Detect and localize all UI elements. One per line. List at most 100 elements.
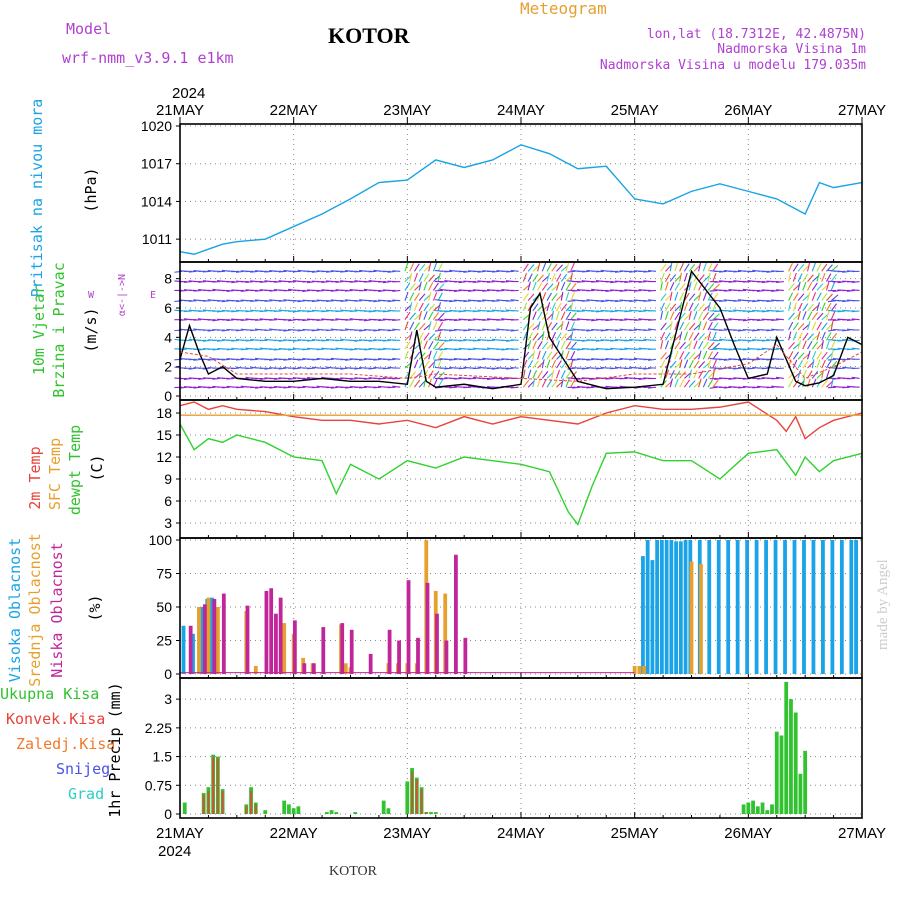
wind-arrow [807, 350, 811, 360]
wind-arrow [797, 340, 801, 350]
wind-arrow [816, 371, 824, 379]
bar-ukupna-kisa [282, 800, 287, 814]
wind-arrow [570, 321, 576, 331]
wind-arrow [321, 339, 330, 342]
wind-arrow [629, 270, 638, 273]
bar-srednja-oblacnost [253, 665, 258, 674]
wind-arrow [709, 319, 718, 321]
wind-arrow [560, 291, 564, 301]
bar-niska-oblacnost [269, 588, 274, 674]
wind-arrow [674, 370, 681, 379]
wind-arrow [221, 386, 230, 389]
wind-arrow [846, 319, 855, 322]
bar-ukupna-kisa [324, 812, 329, 814]
wind-arrow [712, 351, 719, 360]
wind-arrow [570, 341, 577, 350]
wind-arrow [586, 386, 595, 389]
bar-visoka-oblacnost [707, 540, 712, 674]
bar-konvek-kisa [249, 791, 253, 814]
wind-arrow [235, 358, 244, 361]
bar-visoka-oblacnost [773, 540, 778, 674]
wind-arrow [660, 310, 664, 320]
bottom-day-label: 23MAY [383, 825, 431, 842]
y-tick-label: 75 [156, 566, 172, 582]
wind-arrow [273, 377, 282, 380]
wind-arrow [565, 378, 570, 388]
wind-arrow [510, 358, 519, 361]
bar-niska-oblacnost [454, 554, 458, 674]
y-tick-label: 8 [164, 271, 172, 287]
bar-srednja-oblacnost [197, 607, 201, 674]
top-day-label: 23MAY [383, 102, 431, 119]
wind-arrow [851, 318, 860, 321]
top-day-label: 27MAY [838, 102, 886, 119]
wind-arrow [437, 342, 445, 350]
wind-arrow [679, 341, 686, 350]
wind-arrow [766, 300, 775, 303]
wind-arrow [428, 361, 436, 369]
wind-arrow [551, 322, 558, 331]
wind-arrow [693, 303, 700, 312]
wind-arrow [688, 380, 696, 388]
wind-arrow [647, 299, 657, 302]
wind-arrow [788, 312, 795, 321]
wind-arrow [688, 281, 692, 291]
wind-arrow [522, 272, 528, 282]
wind-arrow [674, 311, 681, 321]
wind-arrow [537, 378, 541, 388]
wind-arrow [560, 332, 568, 341]
wind-arrow [576, 281, 585, 283]
wind-arrow [707, 321, 713, 331]
wind-arrow [437, 263, 443, 272]
wind-arrow [349, 377, 358, 380]
wind-arrow [811, 292, 817, 301]
wind-arrow [797, 281, 801, 291]
legend-freezing: Zaledj.Kisa [16, 735, 115, 753]
wind-arrow [821, 351, 828, 360]
wind-arrow [437, 359, 442, 369]
wind-arrow [830, 294, 839, 302]
wind-arrow [830, 311, 836, 320]
wind-arrow [792, 263, 799, 272]
wind-arrow [775, 281, 784, 284]
wind-arrow [437, 312, 445, 321]
y-tick-label: 0 [164, 388, 172, 404]
chart-title: Meteogram [520, 0, 607, 18]
wind-arrow [698, 321, 702, 331]
wind-arrow [775, 318, 784, 321]
wind-arrow [325, 300, 334, 302]
wind-arrow [532, 281, 537, 291]
wind-arrow [792, 272, 797, 282]
wind-arrow [546, 379, 553, 388]
wind-arrow [660, 369, 664, 379]
wind-arrow [702, 262, 707, 272]
wind-arrow [674, 321, 679, 331]
altitude-label: Nadmorska Visina 1m [717, 42, 866, 57]
y-tick-label: 100 [149, 532, 173, 548]
wind-arrow [183, 281, 192, 283]
wind-arrow [674, 350, 679, 360]
wind-arrow [231, 310, 240, 313]
wind-arrow [842, 329, 851, 332]
wind-arrow [707, 351, 713, 360]
wind-arrow [472, 281, 481, 284]
wind-arrow [614, 329, 623, 332]
series-gusts [179, 344, 863, 382]
wind-arrow [638, 281, 647, 283]
wind-arrow [766, 329, 775, 332]
model-altitude-label: Nadmorska Visina u modelu 179.035m [600, 58, 866, 73]
wind-arrow [472, 339, 481, 342]
wind-arrow [556, 273, 562, 282]
wind-arrow [802, 378, 805, 388]
wind-arrow [486, 281, 496, 283]
wind-arrow [240, 319, 249, 322]
wind-arrow [404, 341, 411, 350]
wind-arrow [556, 264, 564, 272]
wind-arrow [752, 386, 761, 389]
wind-arrow [807, 321, 811, 331]
wind-arrow [683, 379, 691, 388]
wind-arrow [747, 339, 756, 342]
bar-ukupna-kisa [755, 806, 760, 814]
t2m-axis-label: 2m Temp [26, 446, 44, 509]
